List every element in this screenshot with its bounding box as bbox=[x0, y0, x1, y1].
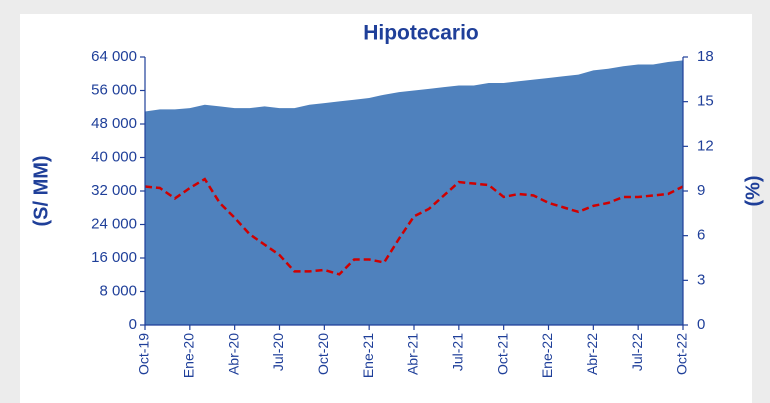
x-tick-label: Abr-20 bbox=[225, 333, 241, 375]
y-tick-label: 56 000 bbox=[91, 81, 137, 98]
y-tick-label: 40 000 bbox=[91, 148, 137, 165]
x-tick-label: Jul-21 bbox=[450, 333, 466, 371]
x-tick-label: Oct-19 bbox=[136, 333, 152, 375]
x-tick-label: Abr-22 bbox=[584, 333, 600, 375]
y-tick-label: 8 000 bbox=[99, 282, 137, 299]
x-tick-label: Oct-21 bbox=[494, 333, 510, 375]
x-tick-label: Ene-21 bbox=[360, 333, 376, 378]
y-tick-label: 24 000 bbox=[91, 215, 137, 232]
x-tick-label: Jul-22 bbox=[629, 333, 645, 371]
y2-tick-label: 6 bbox=[697, 227, 705, 244]
y-axis-label: (S/ MM) bbox=[30, 155, 52, 226]
y2-tick-label: 18 bbox=[697, 48, 714, 65]
y2-tick-label: 3 bbox=[697, 271, 705, 288]
x-tick-label: Jul-20 bbox=[270, 333, 286, 371]
x-tick-label: Ene-20 bbox=[181, 333, 197, 378]
y-tick-label: 32 000 bbox=[91, 182, 137, 199]
y-tick-label: 0 bbox=[129, 316, 137, 333]
y-tick-label: 16 000 bbox=[91, 249, 137, 266]
area bbox=[145, 60, 683, 325]
x-tick-label: Oct-22 bbox=[674, 333, 690, 375]
x-tick-label: Abr-21 bbox=[405, 333, 421, 375]
line bbox=[144, 177, 684, 276]
y2-tick-label: 15 bbox=[697, 93, 714, 110]
x-tick-label: Oct-20 bbox=[315, 333, 331, 375]
y2-tick-label: 0 bbox=[697, 316, 705, 333]
y2-tick-label: 12 bbox=[697, 137, 714, 154]
chart-title: Hipotecario bbox=[363, 22, 479, 45]
y-tick-label: 48 000 bbox=[91, 115, 137, 132]
x-tick-label: Ene-22 bbox=[539, 333, 555, 378]
y-tick-label: 64 000 bbox=[91, 48, 137, 65]
y2-tick-label: 9 bbox=[697, 182, 705, 199]
y2-axis-label: (%) bbox=[742, 175, 764, 206]
